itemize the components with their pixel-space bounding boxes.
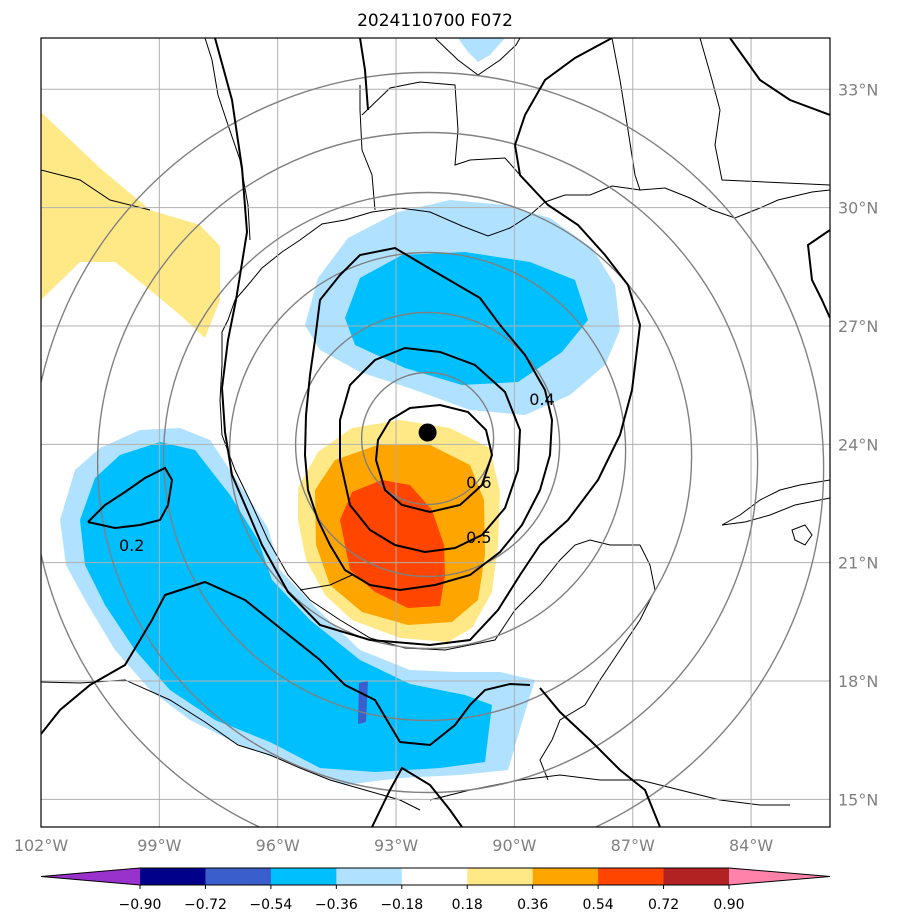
range-ring-5 bbox=[96, 131, 759, 794]
colorbar-tick-label-7: 0.54 bbox=[583, 897, 614, 913]
negative-anomaly-southwest-core bbox=[80, 442, 492, 772]
colorbar-tick-label-8: 0.72 bbox=[648, 897, 679, 913]
colorbar-bin-4 bbox=[401, 868, 468, 885]
colorbar-bin-5 bbox=[467, 868, 534, 885]
range-ring-3 bbox=[228, 251, 627, 650]
lon-tick-label-5: 87°W bbox=[611, 836, 655, 855]
colorbar-bin-6 bbox=[532, 868, 599, 885]
range-rings bbox=[41, 71, 825, 827]
lat-tick-label-2: 21°N bbox=[838, 554, 878, 573]
contour-label-0: 0.2 bbox=[119, 536, 144, 555]
state-border-7 bbox=[41, 169, 151, 211]
colorbar-bin-0 bbox=[140, 868, 206, 885]
lat-tick-label-0: 15°N bbox=[838, 790, 878, 809]
colorbar-bin-3 bbox=[336, 868, 403, 885]
lat-tick-label-1: 18°N bbox=[838, 672, 878, 691]
pacific-coast-mexico bbox=[41, 679, 421, 811]
contour-label-1: 0.5 bbox=[466, 528, 491, 547]
anomaly-shading bbox=[41, 38, 620, 785]
colorbar-tick-label-9: 0.90 bbox=[713, 897, 744, 913]
colorbar-tick-label-3: −0.36 bbox=[315, 897, 358, 913]
range-ring-4 bbox=[162, 191, 693, 722]
figure-title: 2024110700 F072 bbox=[357, 11, 513, 31]
contour-sw-yucatan bbox=[539, 687, 661, 827]
contour-top-right bbox=[729, 38, 830, 116]
lat-tick-label-6: 33°N bbox=[838, 80, 878, 99]
contour-label-3: 0.4 bbox=[529, 390, 554, 409]
storm-center-marker bbox=[418, 423, 437, 442]
lon-tick-label-3: 93°W bbox=[374, 836, 418, 855]
colorbar-bin-8 bbox=[663, 868, 730, 885]
range-ring-2 bbox=[294, 311, 561, 578]
lon-tick-label-0: 102°W bbox=[14, 836, 69, 855]
colorbar: −0.90 −0.72 −0.54 −0.36 −0.18 0.18 0.36 0.54 0.7… bbox=[40, 867, 831, 913]
state-border-3 bbox=[361, 81, 521, 176]
contour-west-02 bbox=[87, 466, 174, 530]
colorbar-tick-label-4: −0.18 bbox=[380, 897, 423, 913]
colorbar-bin-7 bbox=[598, 868, 665, 885]
contour-south bbox=[371, 766, 463, 827]
latitude-tick-labels: 15°N 18°N 21°N 24°N 27°N 30°N 33°N bbox=[838, 80, 878, 809]
positive-anomaly-texas bbox=[41, 112, 220, 338]
longitude-tick-labels: 102°W 99°W 96°W 93°W 90°W 87°W 84°W bbox=[14, 836, 774, 855]
cuba-coast bbox=[721, 479, 830, 526]
lon-tick-label-6: 84°W bbox=[729, 836, 773, 855]
state-border-4 bbox=[434, 38, 521, 76]
state-border-2 bbox=[359, 85, 376, 211]
contour-sw-band bbox=[41, 580, 531, 747]
state-border-6 bbox=[611, 38, 641, 191]
contour-east bbox=[806, 229, 830, 319]
colorbar-tick-label-5: 0.18 bbox=[452, 897, 483, 913]
state-border-5 bbox=[699, 38, 830, 186]
map-panel: 0.2 0.5 0.6 0.4 bbox=[41, 38, 830, 827]
yucatan-coast bbox=[539, 544, 656, 781]
state-border-1 bbox=[204, 38, 251, 241]
colorbar-extend-min bbox=[41, 868, 140, 885]
lat-tick-label-3: 24°N bbox=[838, 435, 878, 454]
contours bbox=[41, 38, 830, 827]
contour-top-left bbox=[359, 38, 369, 111]
range-ring-1 bbox=[360, 371, 495, 506]
lat-tick-label-5: 30°N bbox=[838, 199, 878, 218]
mexico-inland-border bbox=[299, 574, 353, 591]
lat-tick-label-4: 27°N bbox=[838, 317, 878, 336]
contour-outer bbox=[214, 38, 642, 647]
negative-anomaly-north bbox=[458, 38, 505, 62]
colorbar-tick-label-6: 0.36 bbox=[517, 897, 548, 913]
colorbar-tick-label-2: −0.54 bbox=[249, 897, 292, 913]
contour-ring-4 bbox=[374, 403, 494, 514]
colorbar-tick-label-0: −0.90 bbox=[119, 897, 162, 913]
colorbar-bin-1 bbox=[205, 868, 272, 885]
map-frame bbox=[40, 37, 831, 828]
isle-of-youth bbox=[791, 524, 813, 546]
contour-label-2: 0.6 bbox=[466, 473, 491, 492]
lon-tick-label-1: 99°W bbox=[137, 836, 181, 855]
range-ring-6 bbox=[41, 71, 825, 827]
lon-tick-label-4: 90°W bbox=[492, 836, 536, 855]
colorbar-bin-2 bbox=[270, 868, 337, 885]
colorbar-tick-label-1: −0.72 bbox=[184, 897, 227, 913]
graticule bbox=[41, 38, 830, 827]
colorbar-extend-max bbox=[729, 868, 830, 885]
contour-ring-3 bbox=[339, 346, 522, 554]
contour-labels: 0.2 0.5 0.6 0.4 bbox=[119, 390, 555, 555]
lon-tick-label-2: 96°W bbox=[256, 836, 300, 855]
contour-ring-2 bbox=[303, 246, 554, 592]
gulf-coast-us bbox=[221, 185, 830, 333]
